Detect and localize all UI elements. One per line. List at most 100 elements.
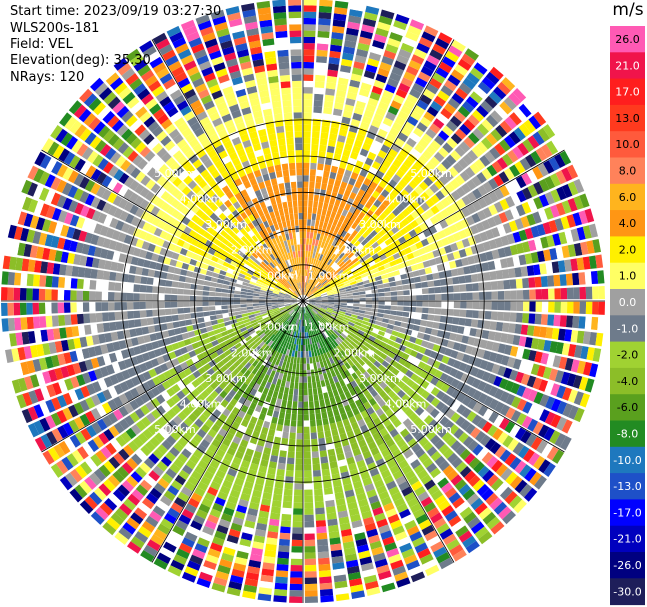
ppi-gate xyxy=(472,310,479,319)
ppi-gate xyxy=(433,279,441,287)
ppi-gate xyxy=(32,274,40,287)
ppi-gate xyxy=(497,431,509,444)
ppi-gate xyxy=(423,245,432,253)
ppi-gate xyxy=(177,308,185,314)
ppi-gate xyxy=(358,288,366,292)
ppi-gate xyxy=(315,412,322,420)
ppi-gate xyxy=(348,177,356,186)
ppi-gate xyxy=(348,264,356,270)
ppi-gate xyxy=(434,135,446,146)
ppi-gate xyxy=(503,344,513,356)
ppi-gate xyxy=(421,31,436,43)
ppi-gate xyxy=(298,382,303,390)
ppi-gate xyxy=(320,588,334,597)
ppi-gate xyxy=(204,275,212,282)
ppi-gate xyxy=(83,313,91,324)
ppi-gate xyxy=(303,150,310,157)
ppi-gate xyxy=(394,116,406,126)
ppi-gate xyxy=(418,268,426,276)
ppi-gate xyxy=(324,94,335,102)
ppi-gate xyxy=(443,331,451,340)
ppi-gate xyxy=(432,322,440,329)
ppi-gate xyxy=(218,322,226,328)
ppi-gate xyxy=(327,518,338,527)
ppi-gate xyxy=(317,312,323,318)
ppi-gate xyxy=(303,219,307,226)
ppi-gate xyxy=(133,302,140,310)
ppi-gate xyxy=(557,260,566,273)
ppi-gate xyxy=(328,297,335,300)
ppi-gate xyxy=(383,377,392,385)
ppi-gate xyxy=(293,495,303,503)
ppi-gate xyxy=(39,316,47,328)
ppi-gate xyxy=(489,66,504,80)
ppi-gate xyxy=(482,350,492,361)
ppi-gate xyxy=(388,381,397,390)
ppi-gate xyxy=(507,149,519,163)
ppi-gate xyxy=(420,202,430,212)
ppi-gate xyxy=(7,271,15,286)
ppi-gate xyxy=(275,576,288,584)
ppi-gate xyxy=(538,194,550,207)
ppi-gate xyxy=(109,321,117,331)
ppi-gate xyxy=(318,18,331,26)
ppi-gate xyxy=(456,392,467,403)
ppi-gate xyxy=(387,37,401,48)
ppi-gate xyxy=(177,295,184,301)
ppi-gate xyxy=(303,257,305,264)
ppi-gate xyxy=(536,223,546,236)
ppi-gate xyxy=(538,379,549,392)
ppi-gate xyxy=(374,208,383,217)
ppi-gate xyxy=(465,423,476,435)
ppi-gate xyxy=(391,198,401,207)
ppi-gate xyxy=(387,243,396,251)
ppi-gate xyxy=(497,81,511,96)
ppi-gate xyxy=(308,283,312,290)
ppi-gate xyxy=(341,58,353,67)
ppi-gate xyxy=(315,374,320,382)
ppi-gate xyxy=(424,187,435,198)
ppi-gate xyxy=(392,217,401,226)
ppi-gate xyxy=(515,243,525,254)
ppi-gate xyxy=(183,307,191,314)
ppi-gate xyxy=(440,308,448,316)
ppi-gate xyxy=(478,392,488,404)
ppi-gate xyxy=(359,348,367,356)
ppi-gate xyxy=(284,387,289,395)
ppi-gate xyxy=(304,546,316,553)
ppi-gate xyxy=(467,149,479,162)
ppi-gate xyxy=(331,239,338,247)
ppi-gate xyxy=(209,282,217,287)
ppi-gate xyxy=(271,500,282,508)
ppi-gate xyxy=(479,359,489,370)
ppi-gate xyxy=(305,282,307,289)
ppi-gate xyxy=(515,312,523,323)
ppi-gate xyxy=(395,14,410,25)
ppi-gate xyxy=(408,258,417,266)
ppi-gate xyxy=(326,275,333,281)
ppi-gate xyxy=(430,408,440,419)
ppi-gate xyxy=(374,349,382,356)
ppi-gate xyxy=(390,310,397,316)
ppi-gate xyxy=(141,326,150,335)
ppi-gate xyxy=(586,240,595,254)
ppi-gate xyxy=(549,430,561,445)
ppi-gate xyxy=(327,203,334,212)
ppi-gate xyxy=(279,532,291,540)
ppi-gate xyxy=(470,347,480,357)
ppi-gate xyxy=(317,240,323,247)
ppi-gate xyxy=(353,295,360,298)
ppi-gate xyxy=(376,280,383,285)
ppi-gate xyxy=(234,308,241,312)
ppi-gate xyxy=(497,343,506,354)
ppi-gate xyxy=(488,239,498,250)
ppi-gate xyxy=(321,462,330,470)
ppi-gate xyxy=(399,227,409,236)
ppi-gate xyxy=(233,297,241,301)
ppi-gate xyxy=(349,79,361,88)
ppi-gate xyxy=(351,200,359,208)
ppi-gate xyxy=(284,419,291,427)
ppi-gate xyxy=(386,364,395,372)
ppi-gate xyxy=(515,204,526,217)
ppi-gate xyxy=(413,319,421,326)
